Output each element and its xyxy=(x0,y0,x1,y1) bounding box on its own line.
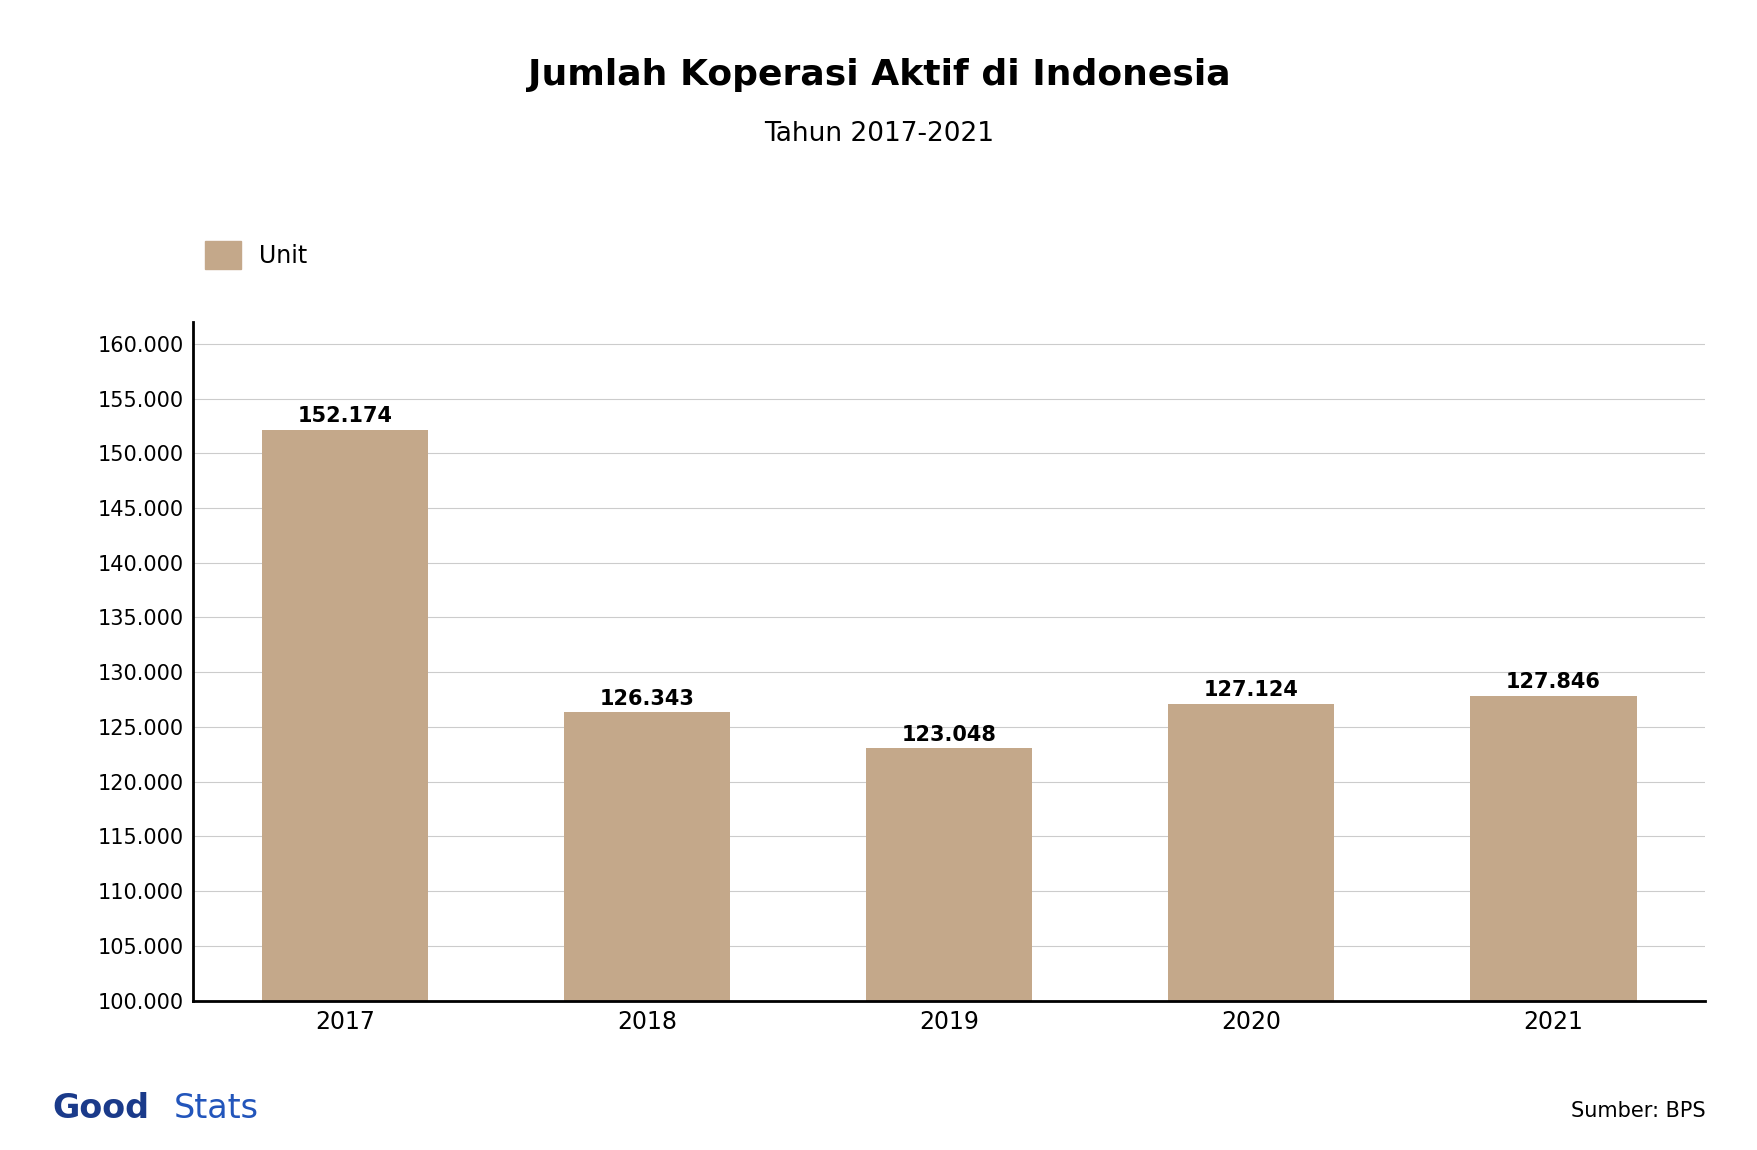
Bar xyxy=(866,749,1031,1000)
Bar xyxy=(1168,704,1334,1000)
Text: 126.343: 126.343 xyxy=(599,689,694,708)
Bar xyxy=(262,430,429,1000)
Text: 152.174: 152.174 xyxy=(297,406,392,427)
Text: 123.048: 123.048 xyxy=(901,724,996,745)
Text: Jumlah Koperasi Aktif di Indonesia: Jumlah Koperasi Aktif di Indonesia xyxy=(527,58,1230,92)
Text: Stats: Stats xyxy=(174,1091,258,1125)
Bar xyxy=(564,712,729,1000)
Legend: Unit: Unit xyxy=(206,240,307,269)
Bar xyxy=(1469,696,1636,1000)
Text: Sumber: BPS: Sumber: BPS xyxy=(1569,1102,1704,1121)
Text: 127.124: 127.124 xyxy=(1204,681,1298,700)
Text: Good: Good xyxy=(53,1091,149,1125)
Text: Tahun 2017-2021: Tahun 2017-2021 xyxy=(764,121,993,147)
Text: 127.846: 127.846 xyxy=(1506,673,1601,692)
